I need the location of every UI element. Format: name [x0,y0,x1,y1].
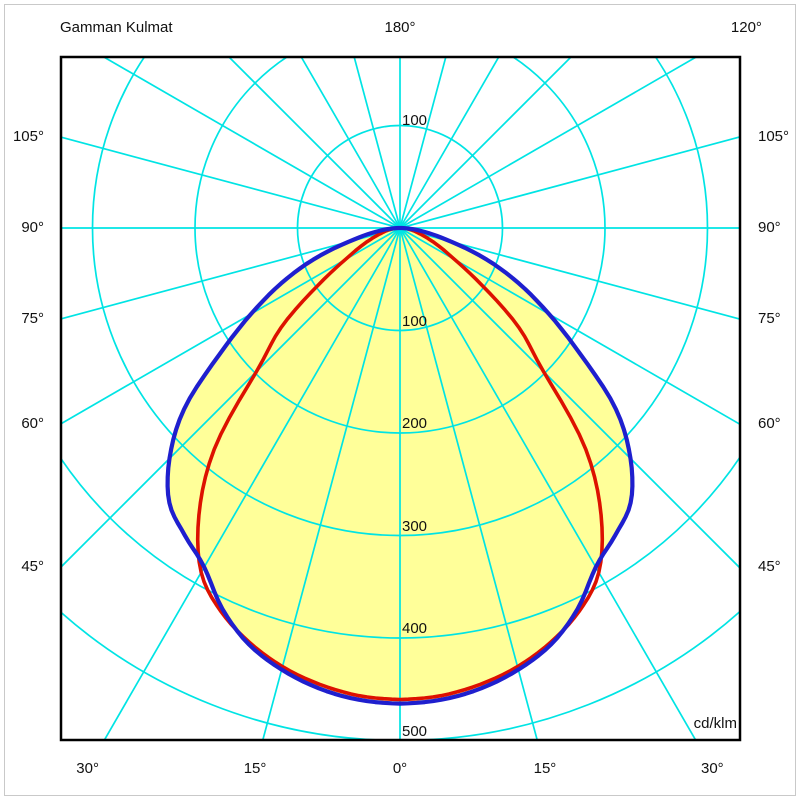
angle-label-right: 45° [758,558,781,575]
angle-label-bottom: 15° [533,760,557,777]
angle-label-bottom: 15° [243,760,267,777]
angle-label-top: 120° [730,19,762,36]
angle-label-bottom: 30° [701,760,724,777]
ring-value-label: 100 [402,111,428,129]
angle-label-left: 90° [21,219,44,236]
angle-label-left: 45° [21,558,44,575]
angle-label-right: 60° [758,414,781,432]
ring-value-label: 100 [402,312,428,330]
angle-label-bottom: 30° [76,760,99,777]
ring-value-label: 300 [402,517,428,535]
angle-label-top: 180° [384,19,416,36]
angle-label-right: 90° [758,219,781,236]
unit-label: cd/klm [693,715,737,732]
angle-label-left: 105° [12,128,44,146]
angle-label-right: 105° [758,128,790,146]
ring-value-label: 400 [402,620,428,637]
angle-label-right: 75° [758,309,781,327]
chart-title: Gamman Kulmat [60,19,173,36]
angle-label-left: 60° [21,414,44,432]
ring-value-label: 200 [402,415,428,432]
angle-label-left: 75° [21,309,44,327]
angle-label-bottom: 0° [392,760,408,777]
ring-value-label: 500 [402,722,428,740]
